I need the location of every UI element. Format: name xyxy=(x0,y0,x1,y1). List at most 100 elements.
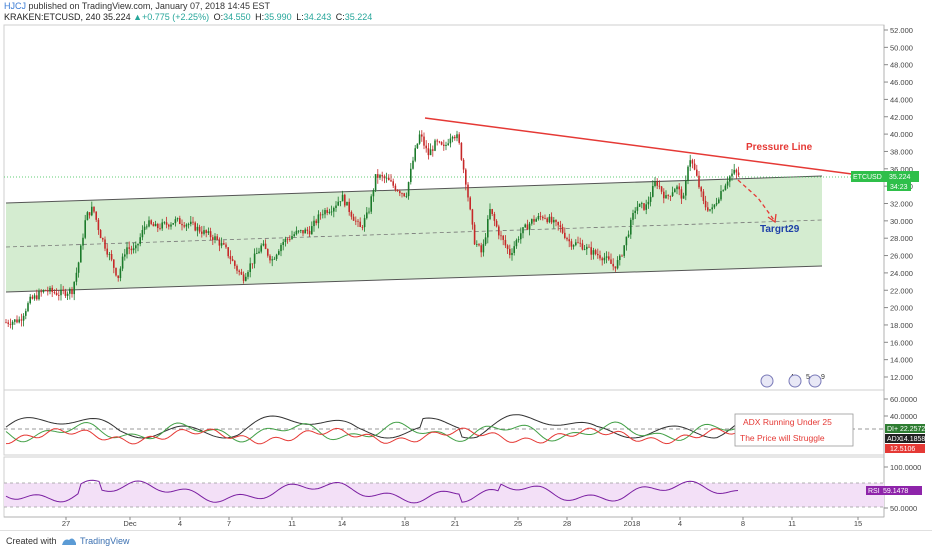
candle-body xyxy=(110,254,113,260)
candle-body xyxy=(504,239,507,246)
candle-body xyxy=(630,219,632,235)
candle-body xyxy=(198,226,201,232)
candle-body xyxy=(104,239,106,249)
candle-body xyxy=(42,290,45,293)
candle-body xyxy=(621,255,623,257)
candle-body xyxy=(605,256,608,258)
time-axis[interactable]: 27 Dec 4 7 11 14 18 21 25 28 2018 4 8 11 15 xyxy=(62,517,862,528)
tradingview-brand[interactable]: TradingView xyxy=(80,536,130,546)
candle-body xyxy=(377,174,379,178)
candle-body xyxy=(436,140,438,142)
candle-body xyxy=(416,143,419,149)
candle-body xyxy=(33,295,36,299)
candle-body xyxy=(724,185,727,191)
candle-body xyxy=(663,191,665,199)
pressure-line[interactable] xyxy=(424,117,853,175)
candle-body xyxy=(62,289,64,291)
candle-body xyxy=(249,263,251,273)
candle-body xyxy=(458,134,460,143)
candle-body xyxy=(676,186,678,190)
candle-body xyxy=(577,242,579,244)
candle-body xyxy=(493,213,496,221)
symbol-label[interactable]: KRAKEN:ETCUSD, 240 xyxy=(4,12,101,22)
di-minus-line xyxy=(5,427,739,445)
candle-body xyxy=(729,176,731,182)
candle-body xyxy=(300,230,302,231)
price-tick-label: 12.000 xyxy=(890,373,913,382)
adx-axis[interactable]: 60.0000 40.0000 xyxy=(884,395,917,421)
countdown-value: 34:23 xyxy=(890,184,908,191)
last-price-badge xyxy=(851,171,887,182)
candle-body xyxy=(192,221,194,223)
candle-body xyxy=(401,193,403,194)
candle-body xyxy=(256,253,258,255)
channel-lower-line[interactable] xyxy=(5,265,823,293)
candle-body xyxy=(447,143,449,145)
pressure-line-label: Pressure Line xyxy=(746,142,813,153)
candle-body xyxy=(141,229,144,238)
flag-icon[interactable] xyxy=(760,374,774,388)
candle-body xyxy=(302,230,304,234)
candle-body xyxy=(333,208,335,212)
candle-body xyxy=(588,246,590,248)
price-tick-label: 42.000 xyxy=(890,113,913,122)
time-tick-label: 25 xyxy=(514,519,522,528)
projection-arrow-icon xyxy=(767,213,777,224)
rsi-axis[interactable]: 100.0000 50.0000 xyxy=(884,463,921,513)
flag-icon[interactable] xyxy=(788,374,802,388)
di-minus-badge xyxy=(885,444,925,453)
candle-body xyxy=(614,266,617,269)
time-tick-label: 21 xyxy=(451,519,459,528)
price-axis[interactable]: 52.000 50.000 48.000 46.000 44.000 42.000 40.0… xyxy=(884,26,913,382)
rsi-badge xyxy=(866,486,922,495)
candle-body xyxy=(121,256,124,269)
candle-body xyxy=(44,290,47,291)
candle-body xyxy=(150,220,152,224)
candle-body xyxy=(495,220,498,227)
candle-body xyxy=(234,260,236,266)
candle-body xyxy=(572,245,575,247)
candle-body xyxy=(643,203,645,210)
candle-body xyxy=(566,237,568,240)
candle-body xyxy=(440,142,443,145)
candle-body xyxy=(203,230,205,234)
tradingview-logo-icon[interactable] xyxy=(60,535,78,547)
last-price-badge-symbol: ETCUSD xyxy=(853,174,882,181)
candle-body xyxy=(682,195,685,199)
candle-body xyxy=(612,263,614,267)
candle-body xyxy=(379,175,381,178)
candle-body xyxy=(205,230,207,233)
candle-body xyxy=(350,211,353,217)
candle-body xyxy=(467,184,469,198)
candle-body xyxy=(322,214,324,216)
candle-body xyxy=(691,160,694,164)
adx-note-line2: The Price will Struggle xyxy=(740,433,825,443)
candle-body xyxy=(190,221,192,225)
candle-body xyxy=(27,303,29,312)
candle-body xyxy=(702,191,705,201)
candle-body xyxy=(454,136,456,139)
candle-body xyxy=(172,223,174,225)
candle-body xyxy=(500,235,502,237)
candle-body xyxy=(627,234,630,237)
candle-body xyxy=(460,142,463,160)
candle-body xyxy=(143,226,146,230)
candle-body xyxy=(242,274,245,281)
candle-body xyxy=(462,159,465,170)
candle-body xyxy=(471,209,474,225)
candle-body xyxy=(392,181,394,186)
candle-body xyxy=(315,220,317,224)
price-tick-label: 50.000 xyxy=(890,43,913,52)
flag-icon[interactable] xyxy=(808,374,822,388)
event-icons[interactable]: 4 5 9 xyxy=(760,374,825,388)
candle-body xyxy=(597,253,599,256)
adx-note-box[interactable] xyxy=(734,413,854,447)
candle-body xyxy=(341,194,344,202)
candle-body xyxy=(355,220,357,222)
author-link[interactable]: HJCJ xyxy=(4,1,26,11)
candle-body xyxy=(71,289,73,295)
candle-body xyxy=(154,223,157,227)
candle-body xyxy=(128,247,130,249)
adx-badge xyxy=(885,434,925,443)
